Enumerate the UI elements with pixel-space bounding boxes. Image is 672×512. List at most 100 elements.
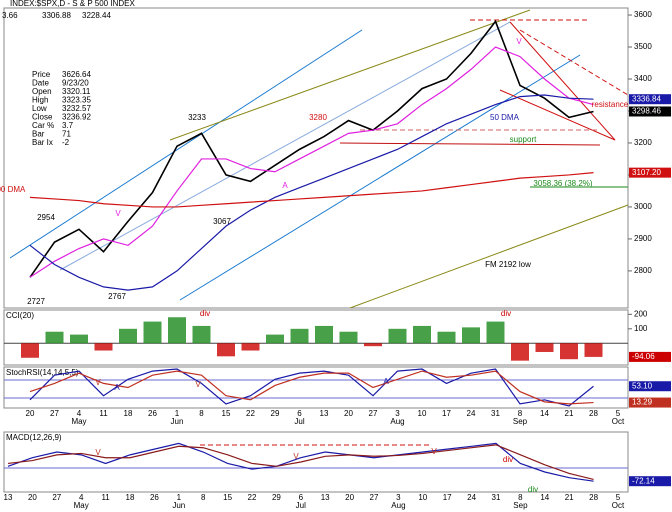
x-tick-label: 20 xyxy=(26,409,35,418)
bar xyxy=(560,343,578,360)
info-value: 9/23/20 xyxy=(62,79,89,88)
month-label: May xyxy=(71,417,86,426)
x-tick-label: 13 xyxy=(320,409,329,418)
annotation: support xyxy=(510,135,537,144)
bar xyxy=(119,328,137,344)
quote-value: 3306.88 xyxy=(42,11,71,20)
x-tick-label: 17 xyxy=(443,493,452,502)
x-tick-label: 13 xyxy=(4,493,13,502)
bar xyxy=(94,343,113,351)
annotation: 2767 xyxy=(108,292,126,301)
annotation: 2954 xyxy=(37,213,55,222)
y-tick-label: 200 xyxy=(634,309,648,318)
y-tick-label: 2800 xyxy=(634,266,652,275)
month-label: Jul xyxy=(294,417,304,426)
annotation: resistance xyxy=(592,100,629,109)
y-tick-label: 3000 xyxy=(634,202,652,211)
month-label: Aug xyxy=(391,501,405,510)
annotation: A xyxy=(282,181,288,190)
x-tick-label: 8 xyxy=(518,409,523,418)
info-label: Close xyxy=(32,113,53,122)
annotation: div xyxy=(528,485,538,494)
annotation: 3280 xyxy=(309,113,327,122)
x-tick-label: 29 xyxy=(271,409,280,418)
macd-panel xyxy=(3,431,629,493)
bar xyxy=(290,328,309,344)
x-tick-label: 6 xyxy=(297,409,302,418)
bar xyxy=(21,343,39,358)
y-tick-label: 100 xyxy=(634,324,648,333)
annotation: A xyxy=(383,377,389,386)
bar xyxy=(437,331,456,344)
bar xyxy=(388,328,407,344)
series-line xyxy=(29,370,594,405)
annotation: div xyxy=(200,309,210,318)
x-tick-label: 27 xyxy=(50,409,59,418)
x-tick-label: 4 xyxy=(79,493,84,502)
x-tick-label: 14 xyxy=(540,493,549,502)
x-tick-label: 27 xyxy=(52,493,61,502)
series-name: 50 DMA xyxy=(490,113,520,122)
y-tick-label: 2900 xyxy=(634,234,652,243)
info-value: 3320.11 xyxy=(62,87,91,96)
annotation: V xyxy=(95,448,101,457)
annotation: 3058.36 (38.2%) xyxy=(533,179,592,188)
y-tick-label: 3400 xyxy=(634,74,652,83)
month-label: Jun xyxy=(171,417,184,426)
annotation: 2727 xyxy=(27,297,45,306)
x-tick-label: 11 xyxy=(99,409,108,418)
x-tick-label: 3 xyxy=(395,409,400,418)
y-tick-label: 3200 xyxy=(634,138,652,147)
info-label: Price xyxy=(32,70,51,79)
stoch-panel xyxy=(3,366,629,409)
value-label: 13.29 xyxy=(632,398,653,407)
info-label: Bar Ix xyxy=(32,138,53,147)
month-label: Jul xyxy=(296,501,306,510)
series-name: 200 DMA xyxy=(0,185,26,194)
bar xyxy=(462,327,480,344)
annotation: 3067 xyxy=(213,217,231,226)
series-line xyxy=(29,94,594,291)
bar xyxy=(535,343,554,352)
month-label: Oct xyxy=(612,417,625,426)
y-tick-label: 3600 xyxy=(634,10,652,19)
info-value: 3.7 xyxy=(62,121,74,130)
value-label-box xyxy=(629,167,671,178)
x-tick-label: 20 xyxy=(28,493,37,502)
annotation: div xyxy=(501,309,511,318)
info-value: 71 xyxy=(62,130,71,139)
bar xyxy=(266,334,284,344)
quote-value: 3228.44 xyxy=(82,11,111,20)
x-tick-label: 13 xyxy=(321,493,330,502)
x-tick-label: 29 xyxy=(272,493,281,502)
series-line xyxy=(29,19,594,278)
bar xyxy=(584,343,603,357)
panel-title: StochRSI(14,14,5,5) xyxy=(6,368,79,377)
bar xyxy=(241,343,260,351)
bar xyxy=(143,321,162,344)
bar xyxy=(315,325,333,344)
bar xyxy=(70,334,88,344)
info-label: Date xyxy=(32,79,49,88)
value-label-box xyxy=(629,476,671,487)
month-label: Sep xyxy=(513,417,528,426)
cci-panel xyxy=(3,309,629,366)
x-tick-label: 22 xyxy=(248,493,257,502)
annotation: A xyxy=(114,383,120,392)
x-tick-label: 1 xyxy=(175,409,180,418)
x-tick-label: 27 xyxy=(370,493,379,502)
info-label: Bar xyxy=(32,130,45,139)
x-tick-label: 28 xyxy=(589,409,598,418)
bar xyxy=(45,331,64,344)
trend-lines xyxy=(4,9,629,469)
x-tick-label: 18 xyxy=(124,409,133,418)
month-label: Sep xyxy=(513,501,528,510)
x-tick-label: 10 xyxy=(418,409,427,418)
x-tick-label: 3 xyxy=(396,493,401,502)
annotation: V xyxy=(115,209,121,218)
x-tick-label: 26 xyxy=(148,409,157,418)
x-tick-label: 22 xyxy=(246,409,255,418)
x-tick-label: 1 xyxy=(177,493,182,502)
x-tick-label: 28 xyxy=(589,493,598,502)
